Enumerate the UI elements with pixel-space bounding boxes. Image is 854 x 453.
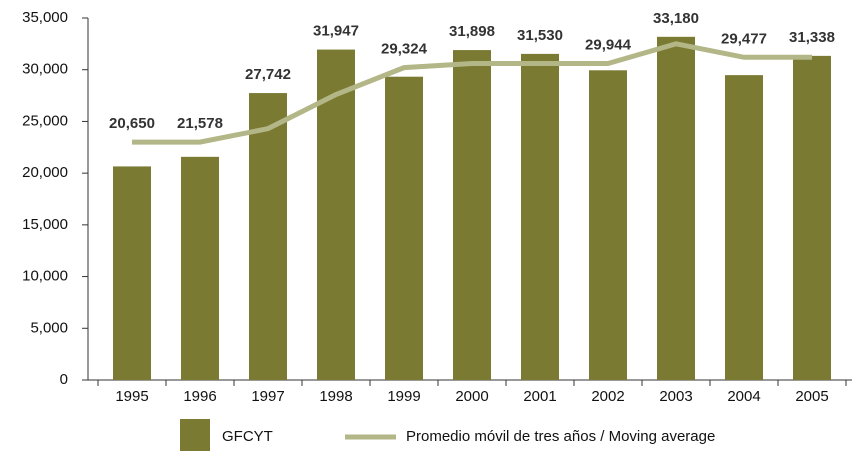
moving-average-line <box>132 41 812 145</box>
y-tick-label: 25,000 <box>22 112 68 129</box>
legend-label: GFCYT <box>222 428 273 445</box>
x-tick-label: 2002 <box>591 388 624 405</box>
bar <box>249 93 287 381</box>
bar <box>113 166 151 380</box>
x-tick-label: 2003 <box>659 388 692 405</box>
value-label: 27,742 <box>245 66 291 83</box>
value-label: 29,477 <box>721 30 767 47</box>
y-tick-label: 35,000 <box>22 9 68 26</box>
legend-label: Promedio móvil de tres años / Moving ave… <box>406 428 715 445</box>
value-label: 33,180 <box>653 10 699 27</box>
y-tick-label: 5,000 <box>30 319 68 336</box>
y-tick-label: 15,000 <box>22 216 68 233</box>
bar <box>657 36 695 380</box>
y-tick-label: 10,000 <box>22 268 68 285</box>
value-label: 31,338 <box>789 29 835 46</box>
value-label: 21,578 <box>177 115 223 132</box>
value-label: 20,650 <box>109 115 155 132</box>
x-tick-label: 2005 <box>795 388 828 405</box>
bar <box>453 50 491 380</box>
value-label: 31,898 <box>449 23 495 40</box>
x-tick-label: 1999 <box>387 388 420 405</box>
bar <box>725 75 763 380</box>
y-tick-label: 20,000 <box>22 164 68 181</box>
x-tick-label: 1997 <box>251 388 284 405</box>
x-tick-label: 2000 <box>455 388 488 405</box>
bar <box>793 55 831 380</box>
y-tick-label: 30,000 <box>22 61 68 78</box>
value-label: 29,324 <box>381 41 428 58</box>
x-tick-label: 1996 <box>183 388 216 405</box>
y-tick-label: 0 <box>60 371 68 388</box>
value-label: 31,947 <box>313 23 359 40</box>
bar <box>521 53 559 381</box>
legend-swatch <box>180 419 210 451</box>
x-tick-label: 1995 <box>115 388 148 405</box>
value-label: 29,944 <box>585 36 632 53</box>
bar <box>589 70 627 380</box>
bar <box>181 156 219 380</box>
x-tick-label: 2004 <box>727 388 760 405</box>
bar <box>385 76 423 380</box>
bar <box>317 49 355 380</box>
x-tick-label: 1998 <box>319 388 352 405</box>
x-tick-label: 2001 <box>523 388 556 405</box>
value-label: 31,530 <box>517 27 563 44</box>
